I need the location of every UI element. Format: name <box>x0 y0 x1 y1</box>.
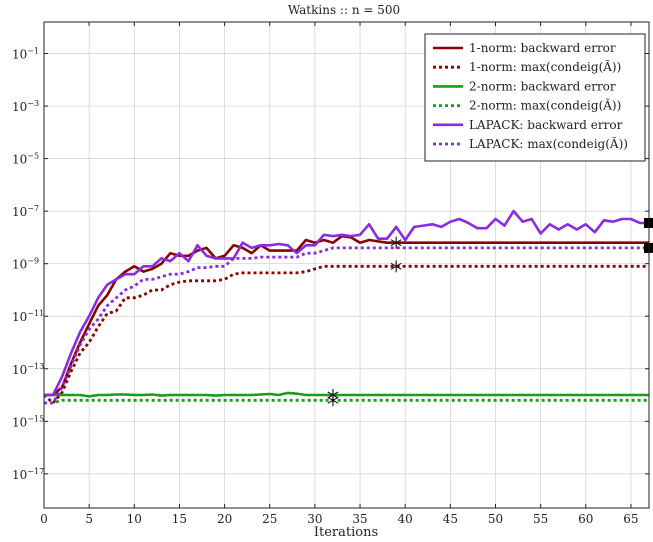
y-tick-base: 10 <box>12 205 27 219</box>
x-tick-label: 30 <box>307 512 322 526</box>
x-tick-label: 60 <box>578 512 593 526</box>
y-tick-exponent: −15 <box>27 414 44 423</box>
y-tick-label: 10−9 <box>12 257 39 272</box>
y-tick-label: 10−7 <box>12 204 39 219</box>
y-tick-exponent: −3 <box>27 99 39 108</box>
marker-layer <box>327 217 653 407</box>
y-tick-label: 10−11 <box>12 309 44 324</box>
legend: 1-norm: backward error 1-norm: max(condei… <box>424 33 646 162</box>
tick-layer: 0 5 10 15 20 25 30 35 40 45 50 55 60 6510−110−310−510… <box>12 22 649 526</box>
star-marker <box>390 260 402 273</box>
y-tick-base: 10 <box>12 153 27 167</box>
y-tick-label: 10−13 <box>12 362 44 377</box>
star-marker <box>327 394 339 407</box>
legend-label-5: LAPACK: backward error <box>469 118 623 132</box>
x-tick-label: 55 <box>533 512 548 526</box>
y-tick-exponent: −13 <box>27 362 44 371</box>
x-tick-label: 50 <box>488 512 503 526</box>
y-tick-label: 10−3 <box>12 99 39 114</box>
x-tick-label: 0 <box>40 512 48 526</box>
y-tick-exponent: −7 <box>27 204 39 213</box>
series-line-6 <box>44 246 649 405</box>
legend-label-6: LAPACK: max(condeig(Ã)) <box>469 136 628 151</box>
y-tick-base: 10 <box>12 48 27 62</box>
x-tick-label: 5 <box>85 512 93 526</box>
star-marker <box>390 236 402 249</box>
y-tick-base: 10 <box>12 258 27 272</box>
series-line-2 <box>44 264 649 405</box>
legend-label-4: 2-norm: max(condeig(Ã)) <box>469 98 621 113</box>
x-tick-label: 15 <box>172 512 187 526</box>
legend-box <box>424 33 646 162</box>
series-line-5 <box>44 209 649 397</box>
legend-label-3: 2-norm: backward error <box>469 79 616 93</box>
y-tick-label: 10−15 <box>12 414 44 429</box>
x-tick-label: 25 <box>262 512 277 526</box>
series-layer <box>44 209 649 405</box>
star-stroke <box>390 239 402 247</box>
y-tick-label: 10−5 <box>12 152 39 167</box>
y-tick-exponent: −11 <box>27 309 44 318</box>
y-tick-label: 10−17 <box>12 467 44 482</box>
y-tick-base: 10 <box>12 363 27 377</box>
y-tick-exponent: −9 <box>27 257 39 266</box>
y-tick-base: 10 <box>12 310 27 324</box>
y-tick-exponent: −17 <box>27 467 44 476</box>
legend-label-1: 1-norm: backward error <box>469 41 616 55</box>
x-tick-label: 40 <box>398 512 413 526</box>
y-tick-base: 10 <box>12 100 27 114</box>
x-tick-label: 35 <box>352 512 367 526</box>
x-tick-label: 20 <box>217 512 232 526</box>
x-tick-label: 45 <box>443 512 458 526</box>
series-line-1 <box>44 234 649 397</box>
x-tick-label: 10 <box>127 512 142 526</box>
y-tick-exponent: −1 <box>27 47 39 56</box>
star-stroke <box>390 262 402 270</box>
y-tick-base: 10 <box>12 415 27 429</box>
chart-title: Watkins :: n = 500 <box>288 3 400 17</box>
y-tick-base: 10 <box>12 468 27 482</box>
plot-frame <box>43 21 650 509</box>
series-line-3 <box>44 391 649 398</box>
x-tick-label: 65 <box>623 512 638 526</box>
legend-label-2: 1-norm: max(condeig(Ã)) <box>469 59 621 74</box>
y-tick-label: 10−1 <box>12 47 39 62</box>
star-stroke <box>327 396 339 404</box>
y-tick-exponent: −5 <box>27 152 39 161</box>
series-line-4 <box>44 398 649 405</box>
x-axis-label: Iterations <box>314 525 378 540</box>
